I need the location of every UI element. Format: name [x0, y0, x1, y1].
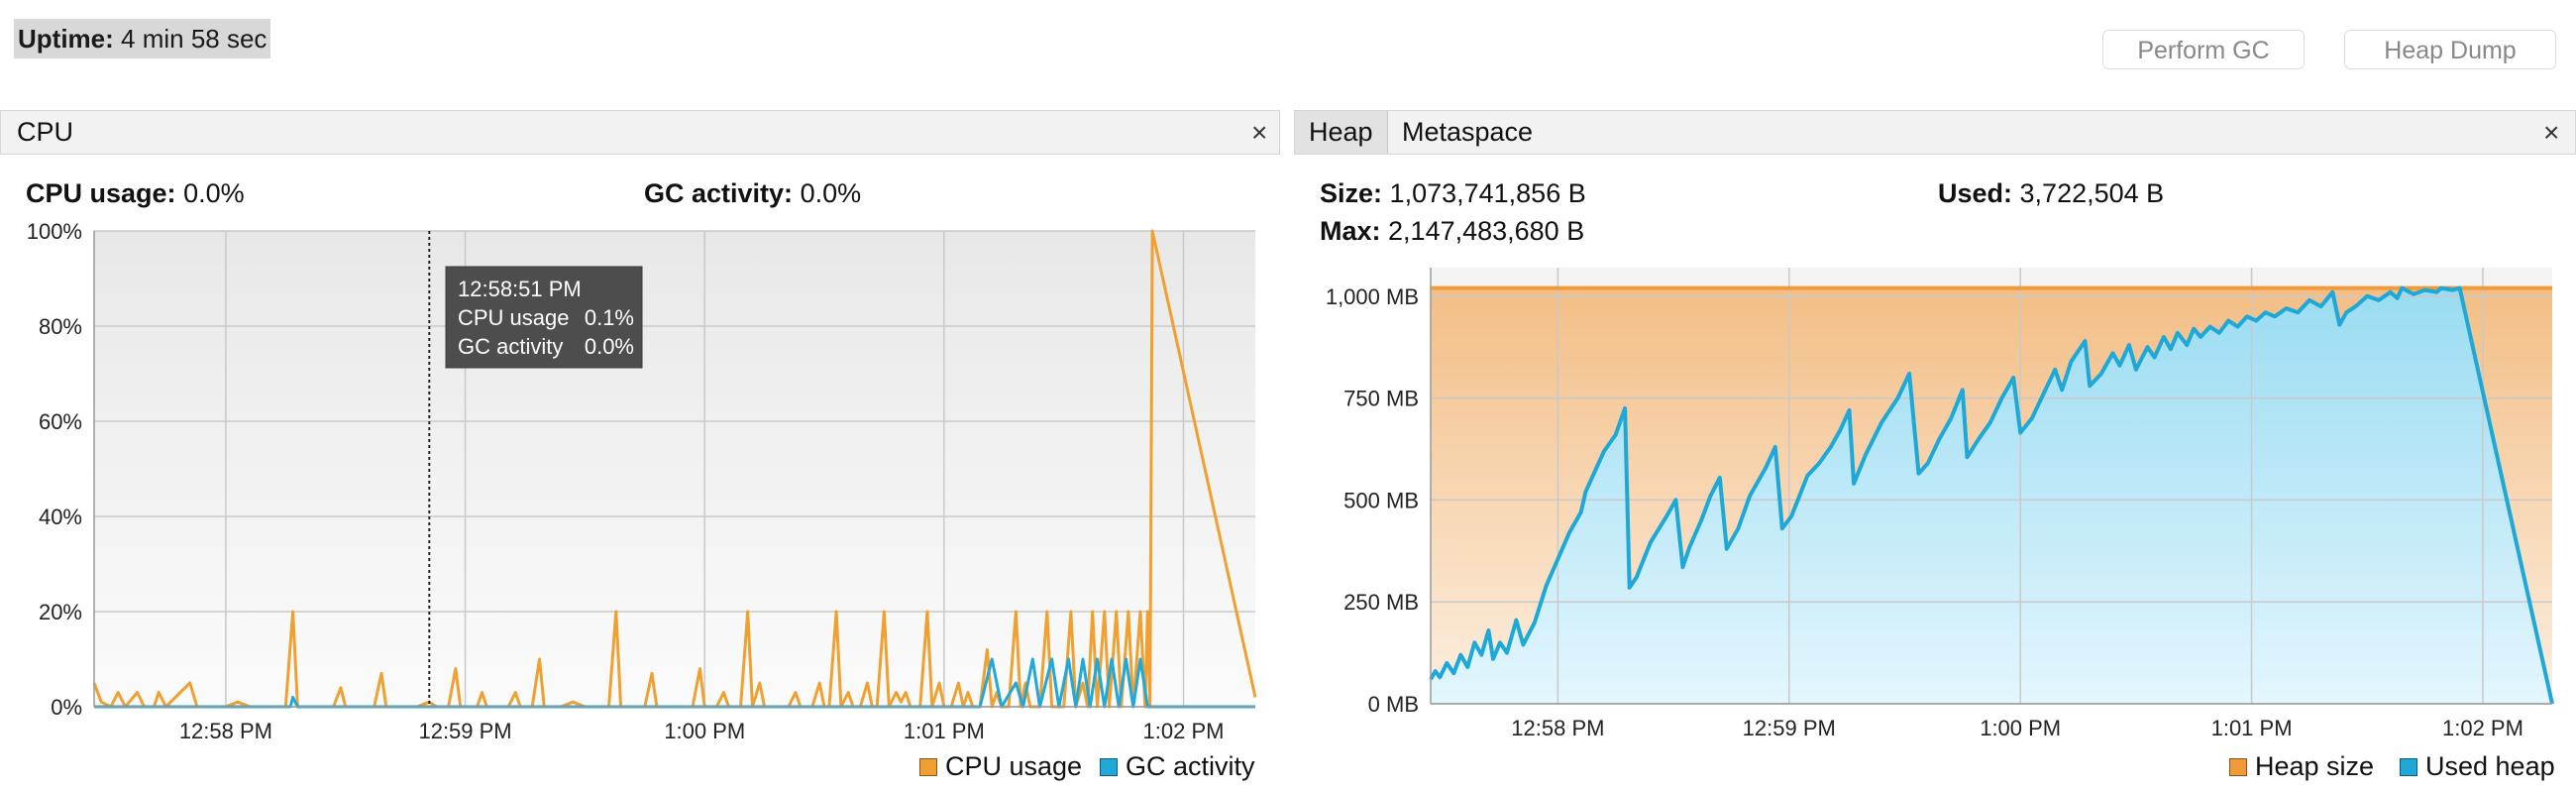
used-heap-series-line	[1429, 285, 2554, 705]
cpu-y-tick-label: 20%	[39, 600, 82, 624]
cpu-x-tick-label: 1:02 PM	[1143, 719, 1225, 743]
heap-x-tick-label: 1:01 PM	[2211, 716, 2293, 740]
heap-max-stat: Max: 2,147,483,680 B	[1320, 216, 1584, 247]
cpu-y-tick-label: 60%	[39, 409, 82, 434]
cpu-panel-header: CPU ×	[0, 110, 1280, 155]
cpu-usage-stat: CPU usage: 0.0%	[26, 178, 245, 209]
gc-legend-label: GC activity	[1126, 751, 1255, 781]
heap-dump-button[interactable]: Heap Dump	[2344, 30, 2556, 69]
cpu-x-tick-label: 12:58 PM	[179, 719, 272, 743]
heap-x-tick-label: 1:00 PM	[1980, 716, 2061, 740]
cpu-legend-cpu: CPU usage	[919, 751, 1082, 782]
cpu-plot-area	[94, 231, 1255, 707]
heap-x-tick-label: 12:58 PM	[1511, 716, 1604, 740]
heap-size-legend-label: Heap size	[2255, 751, 2375, 781]
cpu-y-tick-label: 40%	[39, 505, 82, 529]
heap-size-stat: Size: 1,073,741,856 B	[1320, 178, 1586, 209]
tab-metaspace[interactable]: Metaspace	[1402, 117, 1534, 147]
perform-gc-button[interactable]: Perform GC	[2102, 30, 2305, 69]
cpu-chart: 0% 20% 40% 60% 80% 100% 12:58 PM 12:59 PM 1:00 …	[27, 223, 1257, 743]
heap-y-tick-label: 250 MB	[1343, 590, 1419, 615]
gc-activity-series-line	[94, 657, 1255, 709]
cpu-legend-swatch	[919, 757, 937, 776]
heap-y-tick-label: 0 MB	[1368, 692, 1419, 717]
gc-activity-stat: GC activity: 0.0%	[644, 178, 861, 209]
heap-size-legend-swatch	[2229, 757, 2247, 776]
uptime-value: 4 min 58 sec	[121, 24, 268, 54]
cpu-usage-value: 0.0%	[183, 178, 245, 208]
heap-chart: 0 MB 250 MB 500 MB 750 MB 1,000 MB 12:58 PM 1…	[1326, 268, 2554, 740]
cpu-y-tick-label: 100%	[27, 223, 82, 244]
heap-panel-header: Heap Metaspace ×	[1294, 110, 2576, 155]
heap-max-label: Max:	[1320, 216, 1381, 246]
cpu-x-tick-label: 12:59 PM	[418, 719, 511, 743]
heap-x-tick-label: 1:02 PM	[2442, 716, 2523, 740]
heap-size-value: 1,073,741,856 B	[1389, 178, 1586, 208]
tab-heap[interactable]: Heap	[1295, 111, 1388, 154]
heap-legend-size: Heap size	[2229, 751, 2374, 782]
tooltip-gc-value: 0.0%	[585, 334, 634, 359]
tooltip-cpu-value: 0.1%	[585, 305, 634, 330]
heap-used-stat: Used: 3,722,504 B	[1938, 178, 2164, 209]
tooltip-cpu-label: CPU usage	[458, 305, 570, 330]
cpu-usage-label: CPU usage:	[26, 178, 176, 208]
cpu-y-tick-label: 80%	[39, 314, 82, 339]
heap-legend-used: Used heap	[2400, 751, 2555, 782]
tooltip-time: 12:58:51 PM	[458, 277, 582, 301]
tooltip-gc-label: GC activity	[458, 334, 563, 359]
cpu-y-tick-label: 0%	[51, 695, 82, 720]
heap-y-tick-label: 500 MB	[1343, 488, 1419, 512]
used-heap-series-area	[1431, 287, 2552, 704]
gc-activity-label: GC activity:	[644, 178, 794, 208]
cpu-panel-title: CPU	[17, 117, 74, 147]
heap-close-icon[interactable]: ×	[2543, 117, 2560, 148]
heap-y-tick-label: 750 MB	[1343, 387, 1419, 411]
used-heap-legend-label: Used heap	[2425, 751, 2555, 781]
cpu-x-tick-label: 1:01 PM	[904, 719, 985, 743]
cpu-x-tick-label: 1:00 PM	[664, 719, 745, 743]
cpu-legend-gc: GC activity	[1100, 751, 1255, 782]
heap-max-value: 2,147,483,680 B	[1388, 216, 1585, 246]
heap-y-tick-label: 1,000 MB	[1326, 284, 1419, 309]
heap-used-value: 3,722,504 B	[2019, 178, 2165, 208]
heap-x-tick-label: 12:59 PM	[1743, 716, 1836, 740]
heap-size-label: Size:	[1320, 178, 1383, 208]
cpu-legend-label: CPU usage	[945, 751, 1083, 781]
cpu-close-icon[interactable]: ×	[1251, 117, 1268, 148]
uptime-readout: Uptime: 4 min 58 sec	[14, 19, 271, 58]
chart-tooltip: 12:58:51 PM CPU usage 0.1% GC activity 0…	[445, 266, 643, 369]
gc-legend-swatch	[1100, 757, 1118, 776]
uptime-label: Uptime:	[18, 24, 114, 54]
used-heap-legend-swatch	[2400, 757, 2417, 776]
heap-used-label: Used:	[1938, 178, 2013, 208]
gc-activity-value: 0.0%	[800, 178, 862, 208]
